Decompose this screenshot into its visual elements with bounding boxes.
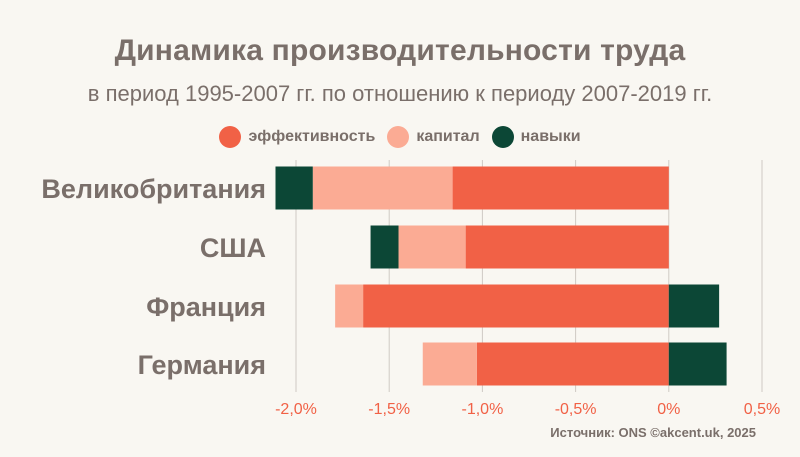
legend-swatch-skills xyxy=(491,126,514,148)
bar-0-0 xyxy=(452,166,669,210)
bar-2-1 xyxy=(335,284,364,328)
chart-title: Динамика производительности труда xyxy=(114,34,686,67)
x-tick-label-3: -0,5% xyxy=(555,401,597,418)
bar-1-2 xyxy=(370,225,399,269)
legend-item-capital: капитал xyxy=(387,126,480,148)
legend-item-skills: навыки xyxy=(491,126,581,148)
x-tick-label-1: -1,5% xyxy=(368,401,410,418)
legend-label-efficiency: эффективность xyxy=(248,128,376,145)
legend: эффективность капитал навыки xyxy=(0,126,800,148)
bar-0-2 xyxy=(275,166,313,210)
legend-swatch-efficiency xyxy=(219,126,242,148)
legend-label-capital: капитал xyxy=(416,128,480,145)
category-label-3: Германия xyxy=(138,350,266,380)
bar-0-1 xyxy=(312,166,453,210)
x-tick-label-5: 0,5% xyxy=(744,401,780,418)
bar-2-2 xyxy=(668,284,720,328)
bar-3-1 xyxy=(422,342,477,386)
category-label-2: Франция xyxy=(146,292,266,322)
legend-item-efficiency: эффективность xyxy=(219,126,375,148)
bar-3-2 xyxy=(668,342,727,386)
bar-1-1 xyxy=(398,225,466,269)
x-tick-label-2: -1,0% xyxy=(462,401,504,418)
x-tick-label-4: 0% xyxy=(657,401,680,418)
legend-swatch-capital xyxy=(387,126,410,148)
bar-3-0 xyxy=(476,342,669,386)
chart-subtitle: в период 1995-2007 гг. по отношению к пе… xyxy=(87,81,713,106)
bar-2-0 xyxy=(363,284,669,328)
legend-label-skills: навыки xyxy=(520,128,581,145)
source-note: Источник: ONS ©akcent.uk, 2025 xyxy=(550,425,756,440)
x-tick-label-0: -2,0% xyxy=(275,401,317,418)
category-label-0: Великобритания xyxy=(41,174,266,204)
category-label-1: США xyxy=(200,233,266,263)
bar-1-0 xyxy=(465,225,669,269)
